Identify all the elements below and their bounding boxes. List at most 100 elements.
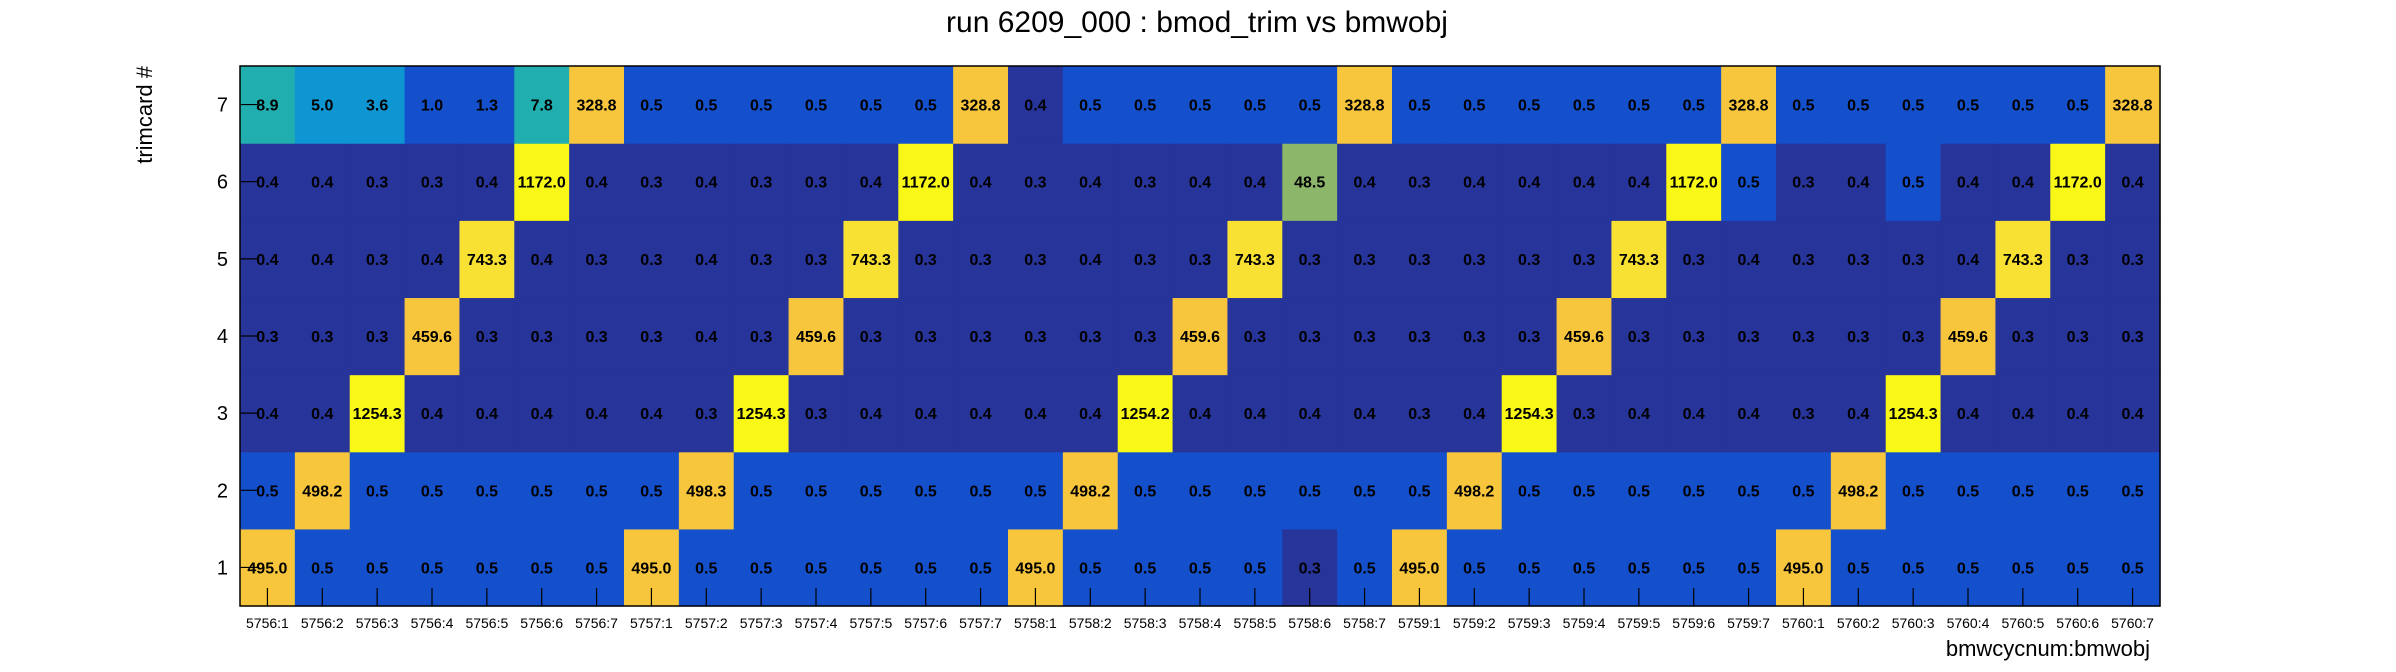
heatmap-cell bbox=[1172, 297, 1229, 376]
cell-value-label: 0.5 bbox=[2012, 560, 2034, 577]
heatmap-cell bbox=[953, 66, 1009, 144]
cell-value-label: 0.4 bbox=[1628, 175, 1650, 192]
heatmap-cell bbox=[1337, 143, 1393, 221]
cell-value-label: 0.3 bbox=[1024, 175, 1046, 192]
cell-value-label: 0.3 bbox=[750, 329, 772, 346]
heatmap-cell bbox=[1830, 143, 1887, 221]
heatmap-cell bbox=[1776, 66, 1832, 144]
cell-value-label: 0.5 bbox=[915, 560, 937, 577]
cell-value-label: 0.4 bbox=[1244, 406, 1266, 423]
cell-value-label: 0.4 bbox=[256, 406, 278, 423]
cell-value-label: 0.5 bbox=[421, 483, 443, 500]
heatmap-cell bbox=[1172, 143, 1229, 221]
x-tick-label: 5760:3 bbox=[1892, 615, 1935, 631]
axis-ticks bbox=[240, 103, 2134, 606]
heatmap-cell bbox=[1008, 143, 1064, 221]
cell-value-label: 0.4 bbox=[1957, 406, 1979, 423]
cell-value-label: 7.8 bbox=[531, 98, 553, 115]
heatmap-cell bbox=[1227, 374, 1283, 453]
heatmap-cell bbox=[678, 297, 735, 376]
x-tick-label: 5756:6 bbox=[520, 615, 563, 631]
x-tick-label: 5757:3 bbox=[740, 615, 783, 631]
heatmap-cell bbox=[1556, 66, 1613, 144]
heatmap-cell bbox=[1172, 220, 1229, 299]
heatmap-cell bbox=[2105, 143, 2161, 221]
heatmap-value-labels: 495.0 0.5 0.5 0.5 0.5 0.5 0.5 495.0 0.5 0.5 0.5 0.5… bbox=[247, 98, 2152, 578]
cell-value-label: 0.5 bbox=[1792, 98, 1814, 115]
cell-value-label: 0.4 bbox=[1957, 175, 1979, 192]
cell-value-label: 0.5 bbox=[531, 560, 553, 577]
cell-value-label: 0.5 bbox=[1573, 483, 1595, 500]
cell-value-label: 0.5 bbox=[1518, 483, 1540, 500]
x-tick-label: 5756:4 bbox=[411, 615, 454, 631]
cell-value-label: 0.4 bbox=[2012, 406, 2034, 423]
heatmap-cell bbox=[349, 220, 406, 299]
heatmap-cell bbox=[1666, 66, 1722, 144]
heatmap-cell bbox=[1666, 374, 1722, 453]
x-tick-label: 5759:1 bbox=[1398, 615, 1441, 631]
cell-value-label: 0.5 bbox=[366, 483, 388, 500]
cell-value-label: 0.3 bbox=[1299, 560, 1321, 577]
heatmap-cell bbox=[788, 297, 845, 376]
cell-value-label: 1254.3 bbox=[1889, 406, 1938, 423]
cell-value-label: 498.2 bbox=[1070, 483, 1110, 500]
cell-value-label: 0.5 bbox=[1463, 560, 1485, 577]
heatmap-cell bbox=[514, 451, 570, 530]
heatmap-cell bbox=[678, 66, 735, 144]
heatmap-cell bbox=[1117, 66, 1174, 144]
cell-value-label: 0.3 bbox=[256, 329, 278, 346]
heatmap-cell bbox=[1995, 143, 2051, 221]
heatmap-cell bbox=[459, 143, 515, 221]
cell-value-label: 0.5 bbox=[1299, 98, 1321, 115]
heatmap-cell bbox=[898, 451, 954, 530]
cell-value-label: 0.5 bbox=[695, 98, 717, 115]
cell-value-label: 0.5 bbox=[640, 98, 662, 115]
cell-value-label: 0.3 bbox=[2121, 252, 2143, 269]
cell-value-label: 0.4 bbox=[695, 329, 717, 346]
heatmap-cell bbox=[1776, 374, 1832, 453]
heatmap-cell bbox=[733, 297, 790, 376]
cell-value-label: 0.3 bbox=[1573, 252, 1595, 269]
x-tick-label: 5760:7 bbox=[2111, 615, 2154, 631]
cell-value-label: 0.5 bbox=[1134, 98, 1156, 115]
cell-value-label: 0.3 bbox=[1737, 329, 1759, 346]
x-tick-label: 5757:2 bbox=[685, 615, 728, 631]
cell-value-label: 0.3 bbox=[366, 175, 388, 192]
cell-value-label: 0.5 bbox=[1957, 98, 1979, 115]
cell-value-label: 0.3 bbox=[1792, 406, 1814, 423]
cell-value-label: 0.3 bbox=[366, 252, 388, 269]
x-tick-label: 5760:2 bbox=[1837, 615, 1880, 631]
x-tick-label: 5758:4 bbox=[1179, 615, 1222, 631]
y-tick-label: 3 bbox=[217, 403, 228, 425]
heatmap-cell bbox=[1282, 220, 1338, 299]
heatmap-cell bbox=[1501, 143, 1558, 221]
heatmap-cell bbox=[1117, 143, 1174, 221]
heatmap-cell bbox=[514, 220, 570, 299]
x-tick-label: 5757:6 bbox=[904, 615, 947, 631]
heatmap-cell bbox=[1666, 143, 1722, 221]
heatmap-cell bbox=[1446, 143, 1503, 221]
cell-value-label: 0.4 bbox=[860, 406, 882, 423]
heatmap-cell bbox=[569, 297, 625, 376]
cell-value-label: 0.4 bbox=[311, 175, 333, 192]
cell-value-label: 0.3 bbox=[1353, 252, 1375, 269]
heatmap-cell bbox=[1940, 66, 1997, 144]
heatmap-cell bbox=[953, 143, 1009, 221]
cell-value-label: 743.3 bbox=[467, 252, 507, 269]
x-tick-label: 5757:7 bbox=[959, 615, 1002, 631]
heatmap-cell bbox=[1940, 451, 1997, 530]
heatmap-cell bbox=[349, 297, 406, 376]
cell-value-label: 0.3 bbox=[1628, 329, 1650, 346]
heatmap-cell bbox=[898, 220, 954, 299]
cell-value-label: 0.3 bbox=[2067, 329, 2089, 346]
heatmap-cell bbox=[1885, 297, 1942, 376]
y-tick-labels: 1 2 3 4 5 6 7 bbox=[217, 95, 228, 580]
heatmap-cell bbox=[1721, 297, 1777, 376]
heatmap-cell bbox=[1337, 451, 1393, 530]
cell-value-label: 0.3 bbox=[1408, 406, 1430, 423]
heatmap-cell bbox=[514, 374, 570, 453]
heatmap-cell bbox=[1721, 143, 1777, 221]
heatmap-cell bbox=[1940, 374, 1997, 453]
cell-value-label: 0.4 bbox=[256, 175, 278, 192]
cell-value-label: 0.3 bbox=[640, 175, 662, 192]
